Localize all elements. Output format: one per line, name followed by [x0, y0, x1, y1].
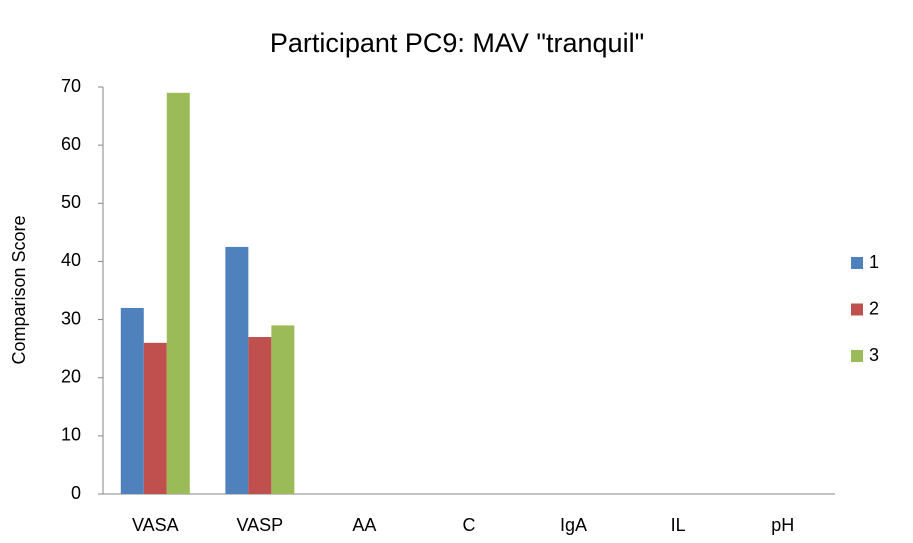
- y-tick-label: 10: [61, 425, 81, 445]
- y-tick-label: 40: [61, 250, 81, 270]
- y-axis-label: Comparison Score: [9, 215, 29, 364]
- y-tick-label: 60: [61, 134, 81, 154]
- legend-swatch: [851, 303, 863, 316]
- x-tick-label: C: [463, 515, 476, 535]
- x-tick-label: IgA: [560, 515, 587, 535]
- bar: [143, 342, 167, 494]
- bar: [248, 337, 272, 494]
- legend-label: 2: [869, 298, 879, 318]
- y-tick-label: 30: [61, 308, 81, 328]
- x-tick-label: VASA: [132, 515, 179, 535]
- y-tick-label: 0: [71, 483, 81, 503]
- legend-label: 1: [869, 252, 879, 272]
- x-tick-label: VASP: [237, 515, 284, 535]
- x-tick-label: IL: [671, 515, 686, 535]
- bar: [120, 307, 144, 494]
- y-tick-label: 20: [61, 366, 81, 386]
- x-tick-label: AA: [352, 515, 376, 535]
- legend-swatch: [851, 257, 863, 269]
- chart-title: Participant PC9: MAV "tranquil": [270, 28, 644, 58]
- legend-swatch: [851, 350, 863, 362]
- bar: [271, 325, 295, 494]
- y-tick-label: 50: [61, 192, 81, 212]
- y-tick-label: 70: [61, 76, 81, 96]
- x-tick-label: pH: [771, 515, 794, 535]
- legend-label: 3: [869, 345, 879, 365]
- bar: [225, 246, 249, 494]
- bar: [166, 92, 190, 495]
